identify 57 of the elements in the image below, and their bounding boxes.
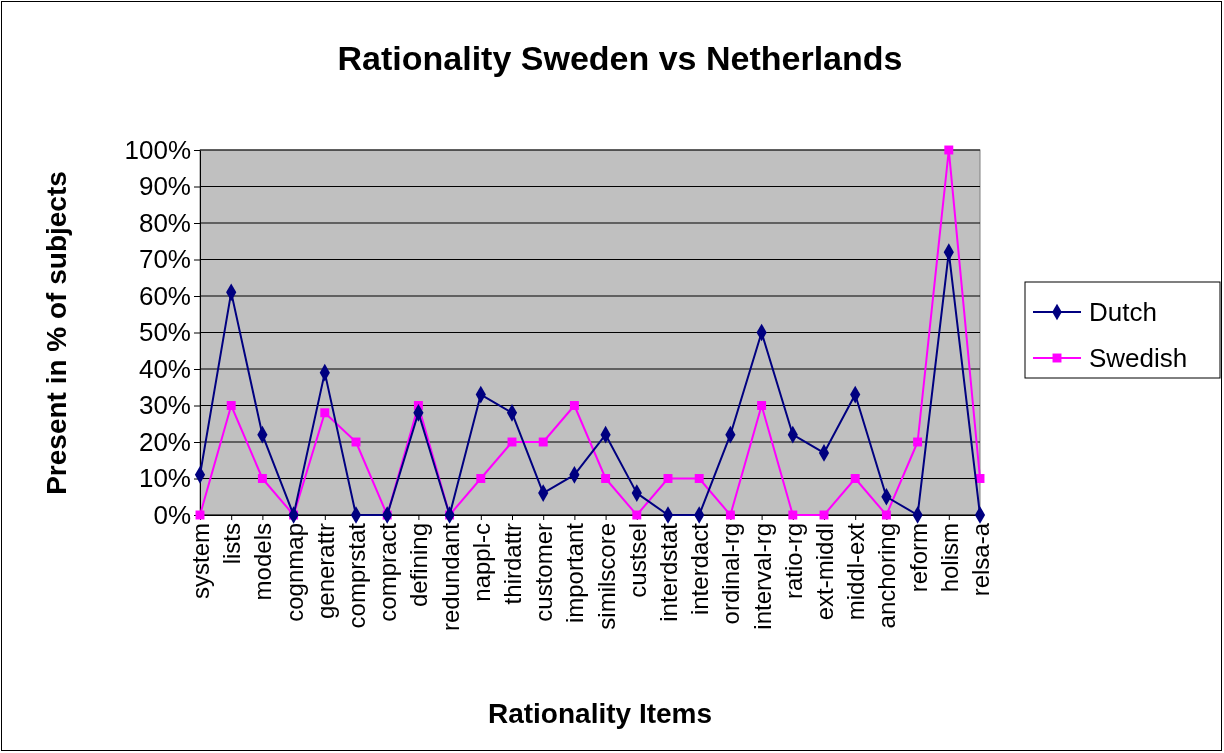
point (913, 437, 923, 447)
y-tick-label: 10% (138, 463, 191, 494)
y-tick-label: 70% (138, 244, 191, 275)
point (632, 510, 642, 520)
legend-label: Dutch (1089, 297, 1157, 328)
x-tick-label: comprstat (342, 522, 370, 629)
point (944, 145, 954, 155)
legend-label: Swedish (1089, 343, 1188, 374)
x-tick-label: ordinal-rg (717, 523, 745, 625)
point (725, 510, 735, 520)
x-tick-label: ext-middl (810, 523, 838, 621)
y-tick-label: 20% (138, 426, 191, 457)
x-tick-label: generattr (311, 523, 339, 620)
x-tick-label: anchoring (873, 523, 901, 629)
x-tick-label: interval-rg (748, 523, 776, 630)
point (788, 510, 798, 520)
y-tick-label: 50% (138, 317, 191, 348)
y-axis-title: Present in % of subjects (41, 171, 72, 495)
x-tick-label: similscore (592, 523, 620, 630)
x-tick-label: interdstat (654, 522, 682, 622)
x-tick-label: cognmap (280, 523, 308, 622)
y-tick-label: 40% (138, 353, 191, 384)
y-tick-label: 100% (124, 134, 191, 165)
y-tick-label: 90% (138, 171, 191, 202)
x-tick-label: nappl-c (467, 523, 495, 602)
y-tick-label: 60% (138, 280, 191, 311)
y-tick-label: 80% (138, 207, 191, 238)
point (320, 408, 330, 418)
x-tick-label: compract (374, 522, 402, 622)
point (694, 474, 704, 483)
point (850, 474, 860, 483)
point (601, 474, 611, 483)
x-tick-label: interdact (686, 522, 714, 616)
point (226, 401, 236, 410)
x-tick-label: redundant (436, 522, 464, 632)
point (476, 474, 486, 483)
point (663, 474, 673, 483)
point (881, 510, 891, 520)
x-tick-label: customer (530, 523, 558, 622)
x-tick-label: holism (935, 523, 963, 593)
x-tick-label: reform (904, 523, 932, 593)
x-tick-label: relsa-a (966, 522, 994, 597)
x-tick-label: models (249, 523, 277, 601)
x-tick-label: middl-ext (842, 522, 870, 621)
x-tick-label: defining (405, 523, 433, 608)
x-tick-label: custsel (623, 523, 651, 598)
x-tick-label: thirdattr (498, 523, 526, 605)
chart-title: Rationality Sweden vs Netherlands (337, 39, 903, 77)
x-tick-label: ratio-rg (779, 523, 807, 600)
point (538, 437, 548, 447)
point (569, 401, 579, 410)
x-tick-label: important (561, 522, 589, 624)
y-tick-label: 30% (138, 390, 191, 421)
point (257, 474, 267, 483)
point (757, 401, 767, 410)
x-axis-title: Rationality Items (487, 698, 713, 729)
x-tick-label: lists (218, 523, 246, 565)
